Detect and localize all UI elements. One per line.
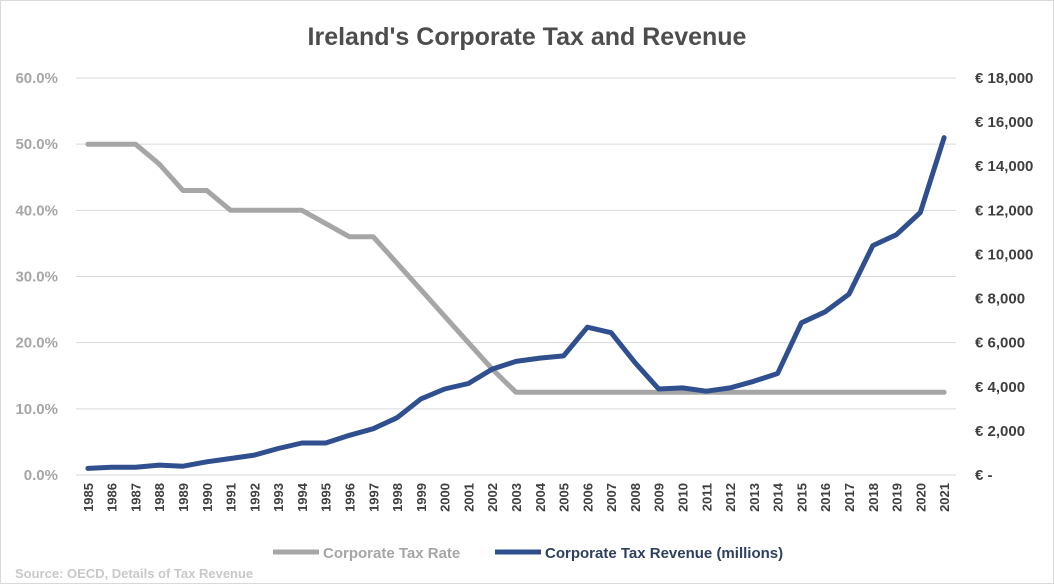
right-tick-label: € 4,000: [975, 379, 1025, 396]
gridlines: [76, 77, 956, 476]
left-tick-label: 60.0%: [15, 70, 58, 87]
series-line-tax-revenue: [85, 135, 947, 471]
x-tick-label: 2015: [794, 483, 809, 512]
x-tick-label: 1996: [343, 483, 358, 512]
x-tick-label: 1998: [390, 483, 405, 512]
x-tick-label: 2012: [723, 483, 738, 512]
series-line-tax-rate: [85, 141, 947, 395]
x-tick-label: 2005: [557, 483, 572, 512]
x-tick-label: 2019: [890, 483, 905, 512]
x-tick-label: 2003: [509, 483, 524, 512]
source-note: Source: OECD, Details of Tax Revenue: [15, 566, 253, 581]
x-tick-label: 2009: [652, 483, 667, 512]
x-tick-label: 1985: [81, 483, 96, 512]
x-tick-label: 2021: [937, 483, 952, 512]
chart-title: Ireland's Corporate Tax and Revenue: [308, 23, 747, 51]
right-tick-label: € 18,000: [975, 70, 1033, 87]
x-tick-label: 2001: [461, 483, 476, 512]
x-tick-label: 2008: [628, 483, 643, 512]
right-tick-label: € -: [975, 467, 993, 484]
x-tick-label: 2000: [438, 483, 453, 512]
x-tick-label: 1992: [247, 483, 262, 512]
x-tick-label: 2007: [604, 483, 619, 512]
x-tick-label: 2014: [771, 482, 786, 512]
legend: Corporate Tax Rate Corporate Tax Revenue…: [273, 545, 783, 562]
x-tick-label: 1993: [271, 483, 286, 512]
x-tick-label: 1989: [176, 483, 191, 512]
x-tick-label: 2002: [485, 483, 500, 512]
left-tick-label: 10.0%: [15, 401, 58, 418]
right-tick-label: € 8,000: [975, 291, 1025, 308]
left-tick-label: 30.0%: [15, 269, 58, 286]
right-tick-label: € 16,000: [975, 114, 1033, 131]
right-tick-label: € 14,000: [975, 158, 1033, 175]
series-lines: [85, 135, 947, 471]
right-tick-label: € 12,000: [975, 202, 1033, 219]
legend-label-tax-rate: Corporate Tax Rate: [323, 545, 460, 562]
x-tick-label: 2017: [842, 483, 857, 512]
x-tick-label: 1987: [128, 483, 143, 512]
x-tick-label: 2004: [533, 482, 548, 512]
x-tick-label: 1991: [224, 483, 239, 512]
x-tick-label: 2020: [913, 483, 928, 512]
right-tick-label: € 10,000: [975, 246, 1033, 263]
x-tick-label: 1997: [366, 483, 381, 512]
x-axis-ticks: 1985 1986 1987 1988 1989 1990 1991 1992 1993 1994…: [81, 482, 952, 512]
left-tick-label: 50.0%: [15, 136, 58, 153]
x-tick-label: 1990: [200, 483, 215, 512]
x-tick-label: 1994: [295, 482, 310, 512]
right-tick-label: € 2,000: [975, 423, 1025, 440]
left-tick-label: 0.0%: [24, 467, 58, 484]
left-tick-label: 20.0%: [15, 335, 58, 352]
x-tick-label: 1999: [414, 483, 429, 512]
x-tick-label: 2016: [818, 483, 833, 512]
x-tick-label: 2018: [866, 483, 881, 512]
x-tick-label: 1988: [152, 483, 167, 512]
legend-label-tax-revenue: Corporate Tax Revenue (millions): [545, 545, 783, 562]
left-tick-label: 40.0%: [15, 202, 58, 219]
x-tick-label: 2013: [747, 483, 762, 512]
x-tick-label: 1995: [319, 483, 334, 512]
x-tick-label: 2006: [580, 483, 595, 512]
right-axis-ticks: € - € 2,000 € 4,000 € 6,000 € 8,000 € 10,000 €…: [975, 70, 1033, 484]
x-tick-label: 2010: [675, 483, 690, 512]
x-tick-label: 2011: [699, 483, 714, 511]
left-axis-ticks: 0.0% 10.0% 20.0% 30.0% 40.0% 50.0% 60.0%: [15, 70, 58, 484]
x-tick-label: 1986: [105, 483, 120, 512]
right-tick-label: € 6,000: [975, 335, 1025, 352]
